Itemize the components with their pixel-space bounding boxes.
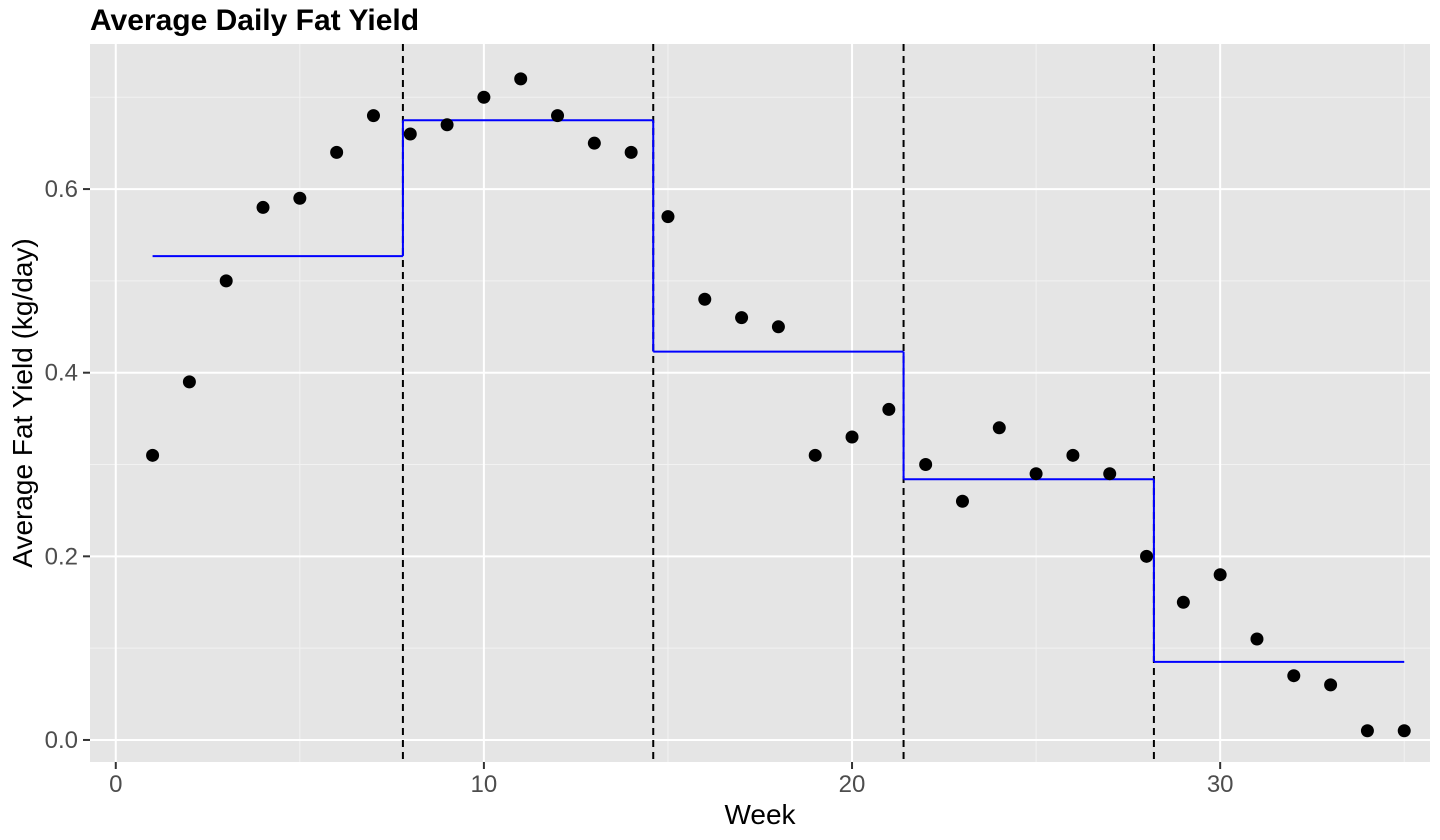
data-point bbox=[1103, 467, 1117, 481]
data-point bbox=[514, 72, 528, 86]
data-point bbox=[1250, 632, 1264, 646]
data-point bbox=[1213, 568, 1227, 582]
data-point bbox=[771, 320, 785, 334]
data-point bbox=[992, 421, 1006, 435]
plot-panel bbox=[90, 44, 1430, 762]
data-point bbox=[403, 127, 417, 141]
data-point bbox=[661, 210, 675, 224]
data-point bbox=[587, 136, 601, 150]
data-point bbox=[219, 274, 233, 288]
y-tick-label: 0.0 bbox=[45, 727, 78, 754]
data-point bbox=[477, 90, 491, 104]
x-axis: 0 10 20 30 bbox=[109, 762, 1234, 798]
y-axis-title: Average Fat Yield (kg/day) bbox=[7, 238, 38, 567]
data-point bbox=[1176, 595, 1190, 609]
y-tick-label: 0.4 bbox=[45, 360, 78, 387]
grid-minor bbox=[90, 44, 1430, 762]
y-tick-label: 0.6 bbox=[45, 176, 78, 203]
x-tick-label: 30 bbox=[1207, 771, 1234, 798]
data-point bbox=[182, 375, 196, 389]
data-point bbox=[1029, 467, 1043, 481]
data-point bbox=[1397, 724, 1411, 738]
data-point bbox=[256, 200, 270, 214]
data-point bbox=[1324, 678, 1338, 692]
chart-title: Average Daily Fat Yield bbox=[90, 4, 420, 37]
data-point bbox=[330, 145, 344, 159]
x-tick-label: 20 bbox=[839, 771, 866, 798]
data-point bbox=[1287, 669, 1301, 683]
data-point bbox=[440, 118, 454, 132]
y-tick-label: 0.2 bbox=[45, 543, 78, 570]
x-tick-label: 10 bbox=[471, 771, 498, 798]
data-point bbox=[293, 191, 307, 205]
data-point bbox=[882, 402, 896, 416]
data-point bbox=[1360, 724, 1374, 738]
data-point bbox=[366, 109, 380, 123]
data-point bbox=[551, 109, 565, 123]
data-point bbox=[1140, 549, 1154, 563]
data-point bbox=[698, 292, 712, 306]
data-point bbox=[808, 448, 822, 462]
data-point bbox=[955, 494, 969, 508]
x-tick-label: 0 bbox=[109, 771, 122, 798]
data-points bbox=[146, 72, 1411, 738]
y-axis: 0.0 0.2 0.4 0.6 bbox=[45, 176, 90, 754]
data-point bbox=[845, 430, 859, 444]
data-point bbox=[735, 311, 749, 325]
grid-major bbox=[90, 44, 1430, 762]
x-axis-title: Week bbox=[724, 799, 796, 830]
data-point bbox=[146, 448, 160, 462]
data-point bbox=[919, 458, 933, 472]
data-point bbox=[624, 145, 638, 159]
data-point bbox=[1066, 448, 1080, 462]
